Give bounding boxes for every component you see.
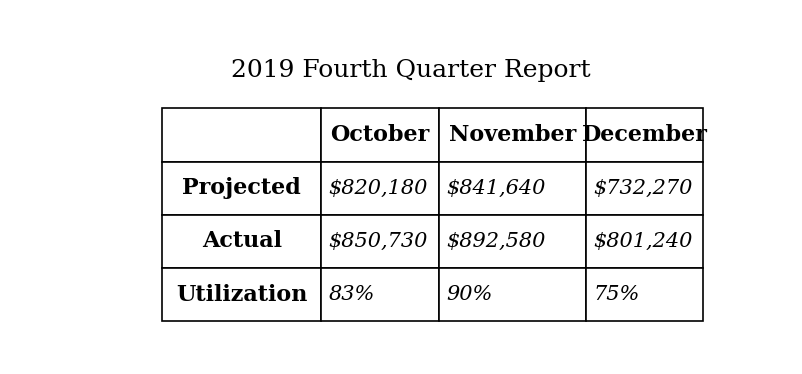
Bar [585,268,703,321]
Bar [162,215,321,268]
Text: 2019 Fourth Quarter Report: 2019 Fourth Quarter Report [231,59,591,82]
Bar [585,162,703,215]
Bar [439,268,585,321]
Text: 75%: 75% [593,285,639,304]
Text: Projected: Projected [182,177,301,199]
Bar [585,215,703,268]
Bar [321,215,439,268]
Bar [439,108,585,162]
Bar [321,162,439,215]
Bar [162,268,321,321]
Text: $732,270: $732,270 [593,179,692,197]
Text: $841,640: $841,640 [446,179,545,197]
Bar [162,108,321,162]
Text: Actual: Actual [202,230,282,252]
Bar [585,108,703,162]
Bar [162,162,321,215]
Text: 83%: 83% [329,285,375,304]
Text: October: October [330,124,430,146]
Text: November: November [448,124,576,146]
Text: Utilization: Utilization [176,284,307,306]
Bar [321,268,439,321]
Bar [439,162,585,215]
Text: $892,580: $892,580 [446,232,545,251]
Bar [439,215,585,268]
Text: $820,180: $820,180 [329,179,428,197]
Text: 90%: 90% [446,285,492,304]
Text: $850,730: $850,730 [329,232,428,251]
Bar [321,108,439,162]
Text: December: December [581,124,707,146]
Text: $801,240: $801,240 [593,232,692,251]
